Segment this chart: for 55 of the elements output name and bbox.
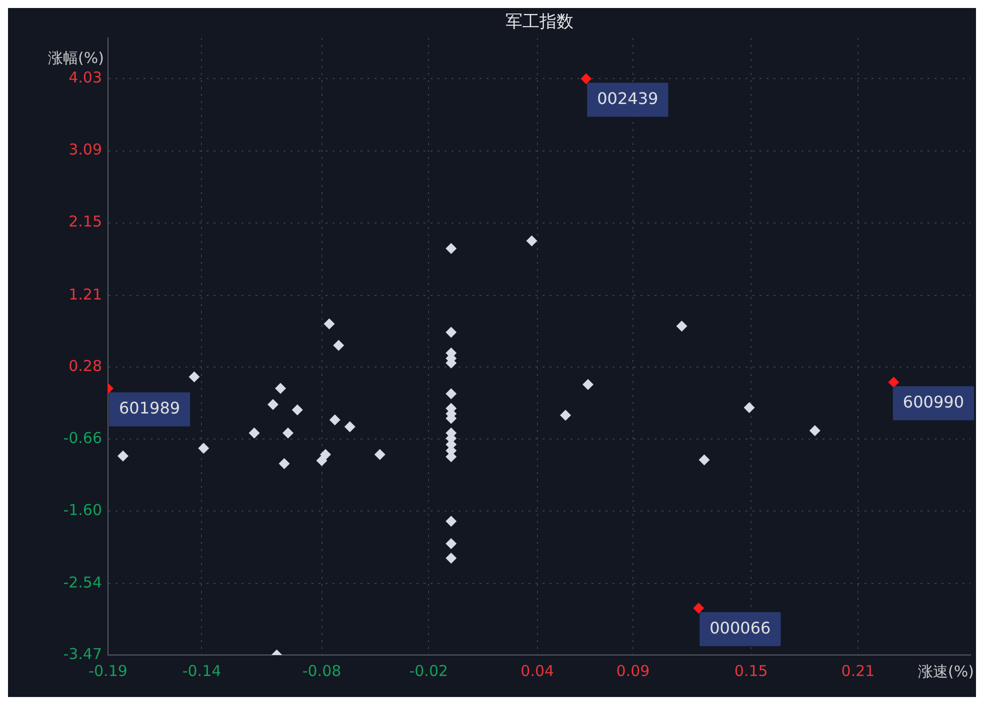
point (446, 538, 457, 550)
y-tick-label: 1.21 (68, 285, 102, 304)
point (446, 388, 457, 400)
point (446, 326, 457, 338)
x-tick-label: 0.09 (616, 662, 650, 680)
x-axis-title: 涨速(%) (918, 662, 974, 680)
x-tick-label: 0.04 (520, 662, 554, 680)
point (888, 376, 900, 388)
y-tick-label: 2.15 (68, 212, 102, 231)
point (744, 402, 755, 414)
chart-title: 军工指数 (505, 12, 574, 32)
point (268, 399, 278, 410)
x-tick-label: 0.15 (734, 662, 768, 680)
point (374, 448, 386, 460)
point (275, 382, 286, 394)
y-axis-title: 涨幅(%) (48, 49, 104, 68)
point (282, 427, 294, 438)
x-tick-label: -0.08 (302, 662, 342, 680)
y-tick-label: -3.47 (63, 644, 102, 663)
point (446, 516, 457, 527)
annotation: 601989 (119, 398, 180, 418)
point (446, 552, 457, 564)
x-tick-label: 0.21 (841, 662, 875, 680)
y-tick-label: 3.09 (68, 140, 102, 159)
point (198, 442, 210, 454)
point (118, 450, 128, 462)
point (248, 427, 260, 438)
y-tick-label: 4.03 (68, 68, 102, 87)
annotation: 600990 (902, 392, 964, 412)
x-tick-label: -0.14 (182, 662, 222, 680)
point (344, 421, 356, 432)
point (292, 404, 303, 416)
point (693, 602, 704, 614)
point (526, 235, 538, 246)
point (560, 410, 571, 421)
annotation: 000066 (710, 618, 771, 638)
y-tick-label: 0.28 (68, 356, 102, 375)
point (333, 340, 344, 351)
point (188, 371, 200, 382)
point (278, 458, 290, 470)
point (676, 320, 688, 332)
y-tick-label: -0.66 (63, 428, 102, 447)
y-tick-label: -1.60 (63, 500, 102, 519)
point (809, 425, 820, 436)
point (329, 414, 340, 426)
x-tick-label: -0.02 (409, 662, 448, 680)
point (582, 379, 594, 390)
point (324, 318, 335, 330)
y-tick-label: -2.54 (63, 573, 102, 592)
point (316, 455, 328, 466)
x-tick-label: -0.19 (88, 662, 128, 680)
point (698, 454, 710, 466)
annotation: 002439 (597, 88, 658, 108)
point (446, 243, 457, 254)
point (580, 73, 592, 84)
